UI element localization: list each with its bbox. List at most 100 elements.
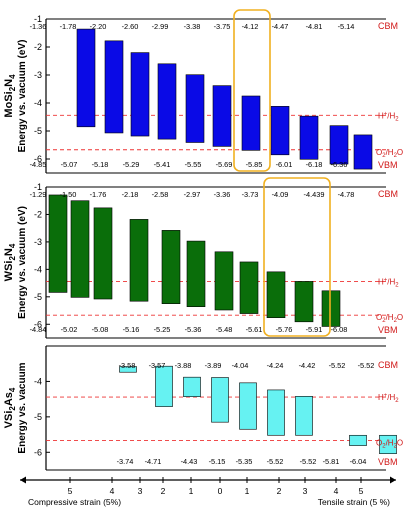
cbm-value-label: -4.09 (272, 190, 289, 199)
h-plus-h2-label: + (384, 393, 388, 399)
o2-h2o-label: O2/H2O (376, 439, 403, 450)
strain-tick-label: 5 (359, 486, 364, 496)
band-bar (239, 261, 259, 314)
material-label: VSi (3, 411, 15, 429)
strain-tick-label: 2 (161, 486, 166, 496)
cbm-value-label: -1.78 (60, 22, 77, 31)
y-tick-label: -2 (34, 42, 42, 52)
vbm-value-label: -5.52 (300, 457, 317, 466)
material-label: 2 (8, 86, 17, 91)
material-label: 4 (8, 74, 17, 79)
vbm-value-label: -5.07 (61, 160, 78, 169)
highlight-box (233, 9, 271, 172)
band-bar (267, 389, 285, 436)
material-label: VSi2As4 (3, 387, 17, 428)
y-tick-label: -3 (34, 70, 42, 80)
band-bar (129, 219, 149, 302)
band-bar (379, 434, 397, 455)
cbm-value-label: -3.88 (175, 361, 192, 370)
band-bar (321, 290, 341, 327)
vbm-value-label: -5.35 (236, 457, 253, 466)
cbm-value-label: -4.78 (338, 190, 355, 199)
vbm-value-label: -5.55 (185, 160, 202, 169)
band-bar (161, 230, 181, 304)
cbm-value-label: -4.47 (272, 22, 289, 31)
vbm-value-label: -4.43 (181, 457, 198, 466)
band-bar (157, 63, 177, 140)
strain-tick-label: 4 (334, 486, 339, 496)
cbm-label: CBM (378, 21, 398, 31)
o2-h2o-label: O2/H2O (376, 148, 403, 159)
vbm-value-label: -5.41 (154, 160, 171, 169)
cbm-value-label: -2.58 (152, 190, 169, 199)
y-tick-label: -6 (34, 154, 42, 164)
vbm-value-label: -5.69 (216, 160, 233, 169)
band-bar (329, 125, 349, 165)
band-bar (119, 366, 137, 373)
panel-wsi2n4: -1 -2 -3 -4 -5 -6 -1.29 -1.50 -1.76 -2.18 -2.58 -2.… (3, 177, 403, 339)
vbm-value-label: -5.02 (61, 325, 78, 334)
o2-h2o-label: O (397, 148, 403, 157)
band-bar (76, 28, 96, 128)
o2-h2o-label: /H (386, 313, 394, 322)
o2-h2o-label: O (397, 313, 403, 322)
h-plus-h2-label: H+/H2 (378, 277, 399, 288)
cbm-value-label: -1.36 (30, 22, 47, 31)
compressive-strain-label: Compressive strain (5%) (28, 497, 121, 507)
band-bar (130, 52, 150, 137)
strain-tick-label: 3 (303, 486, 308, 496)
cbm-value-label: -1.50 (60, 190, 77, 199)
y-tick-label: -1 (34, 182, 42, 192)
band-bar (183, 376, 201, 397)
cbm-value-label: -1.76 (90, 190, 107, 199)
vbm-value-label: -5.52 (267, 457, 284, 466)
o2-h2o-label: O (376, 313, 382, 322)
y-tick-label: -5 (34, 412, 42, 422)
material-label: As (3, 392, 15, 406)
vbm-value-label: -6.04 (350, 457, 367, 466)
vbm-value-label: -5.08 (92, 325, 109, 334)
material-label: 2 (8, 406, 17, 411)
cbm-value-label: -2.60 (122, 22, 139, 31)
h-plus-h2-label: H+/H2 (378, 393, 399, 404)
cbm-value-label: -5.52 (358, 361, 375, 370)
band-bar (266, 271, 286, 318)
vbm-value-label: -5.16 (123, 325, 140, 334)
material-label: MoSi (3, 91, 15, 117)
strain-tick-label: 0 (218, 486, 223, 496)
h-plus-h2-label: /H (387, 277, 395, 286)
cbm-value-label: -4.439 (304, 190, 325, 199)
h-plus-h2-label: + (384, 277, 388, 283)
vbm-value-label: -6.18 (306, 160, 323, 169)
left-arrow-icon (20, 476, 26, 484)
panel-mosi2n4: -1 -2 -3 -4 -5 -6 -1.36 -1.78 -2.20 -2.60 -2.99 -3.… (3, 9, 403, 174)
cbm-value-label: -4.12 (242, 22, 259, 31)
band-bar (70, 200, 90, 298)
band-bar (186, 240, 206, 308)
cbm-value-label: -5.52 (329, 361, 346, 370)
band-bar (93, 207, 113, 300)
y-tick-label: -4 (34, 98, 42, 108)
cbm-value-label: -4.81 (306, 22, 323, 31)
band-bar (353, 134, 373, 170)
band-bar (349, 434, 367, 446)
cbm-value-label: -5.14 (338, 22, 355, 31)
tensile-strain-label: Tensile strain (5 %) (318, 497, 390, 507)
vbm-label: VBM (378, 160, 398, 170)
cbm-value-label: -3.73 (242, 190, 259, 199)
y-axis-title: Energy vs. vacuum (eV) (17, 206, 28, 319)
cbm-value-label: -4.04 (232, 361, 249, 370)
cbm-value-label: -2.20 (90, 22, 107, 31)
band-bar (212, 85, 232, 147)
vbm-value-label: -4.85 (30, 160, 47, 169)
o2-h2o-label: 2 (394, 318, 398, 324)
vbm-value-label: -4.71 (145, 457, 162, 466)
h-plus-h2-label: 2 (395, 282, 399, 288)
cbm-value-label: -3.75 (214, 22, 231, 31)
vbm-value-label: -3.74 (117, 457, 134, 466)
o2-h2o-label: 2 (382, 153, 386, 159)
y-tick-label: -3 (34, 237, 42, 247)
o2-h2o-label: O (397, 439, 403, 448)
